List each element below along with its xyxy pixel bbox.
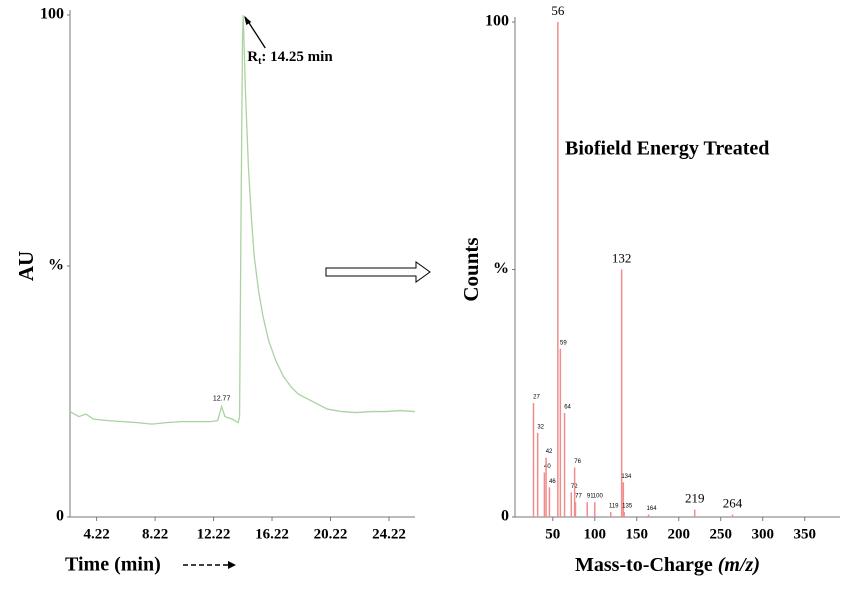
x-tick-label: 20.22 (314, 526, 348, 542)
peak-label: 134 (621, 474, 632, 480)
x-tick-label: 200 (668, 526, 691, 542)
chromatogram-line (69, 14, 416, 425)
x-tick-label: 50 (545, 526, 560, 542)
peak-label: 77 (575, 494, 582, 500)
x-tick-label: 8.22 (142, 526, 168, 542)
peak-label: 135 (622, 504, 633, 510)
x-tick-label: 350 (793, 526, 816, 542)
peak-label: 46 (549, 479, 556, 485)
x-axis-label: Time (min) (65, 554, 161, 576)
y-axis-label: Counts (459, 237, 483, 301)
peak-label: 56 (551, 3, 565, 18)
y-tick-label: 100 (40, 6, 64, 23)
peak-label: 12.77 (213, 395, 231, 402)
peak-label: 32 (537, 424, 544, 430)
x-label-arrowhead (228, 561, 236, 569)
y-tick-label: % (48, 257, 64, 274)
annotation: Rt: 14.25 min (247, 49, 333, 67)
peak-label: 40 (544, 464, 551, 470)
x-axis-label-part: Mass-to-Charge (575, 554, 718, 576)
y-tick-label: 0 (501, 508, 509, 525)
annotation-subscript: t (258, 56, 262, 67)
peak-label: 132 (612, 250, 632, 265)
annotation-part: : 14.25 min (261, 49, 333, 65)
y-tick-label: 100 (485, 13, 509, 30)
peak-label: 100 (593, 494, 604, 500)
peak-label: 219 (685, 491, 705, 506)
x-tick-label: 300 (751, 526, 774, 542)
x-axis-label-italic: (m/z) (718, 554, 760, 576)
transition-arrow (325, 261, 431, 283)
y-tick-label: % (493, 260, 509, 277)
peak-label: 264 (723, 496, 743, 511)
peak-label: 64 (564, 405, 571, 411)
peak-label: 59 (560, 340, 567, 346)
x-tick-label: 4.22 (83, 526, 109, 542)
peak-label: 42 (546, 449, 553, 455)
x-tick-label: 16.22 (255, 526, 289, 542)
x-tick-label: 24.22 (372, 526, 406, 542)
peak-label: 27 (533, 395, 540, 401)
annotation-arrowhead (244, 16, 252, 25)
peak-label: 91 (587, 494, 594, 500)
x-tick-label: 12.22 (197, 526, 231, 542)
x-tick-label: 250 (709, 526, 732, 542)
y-axis-label: AU (14, 251, 38, 281)
x-tick-label: 150 (626, 526, 649, 542)
x-tick-label: 100 (584, 526, 607, 542)
x-axis-label: Mass-to-Charge (m/z) (575, 554, 760, 576)
annotation-part: R (247, 49, 258, 65)
annotation: Biofield Energy Treated (565, 138, 769, 160)
peak-label: 164 (647, 506, 658, 512)
peak-label: 76 (574, 459, 581, 465)
peak-label: 119 (609, 504, 619, 510)
y-tick-label: 0 (56, 508, 64, 525)
